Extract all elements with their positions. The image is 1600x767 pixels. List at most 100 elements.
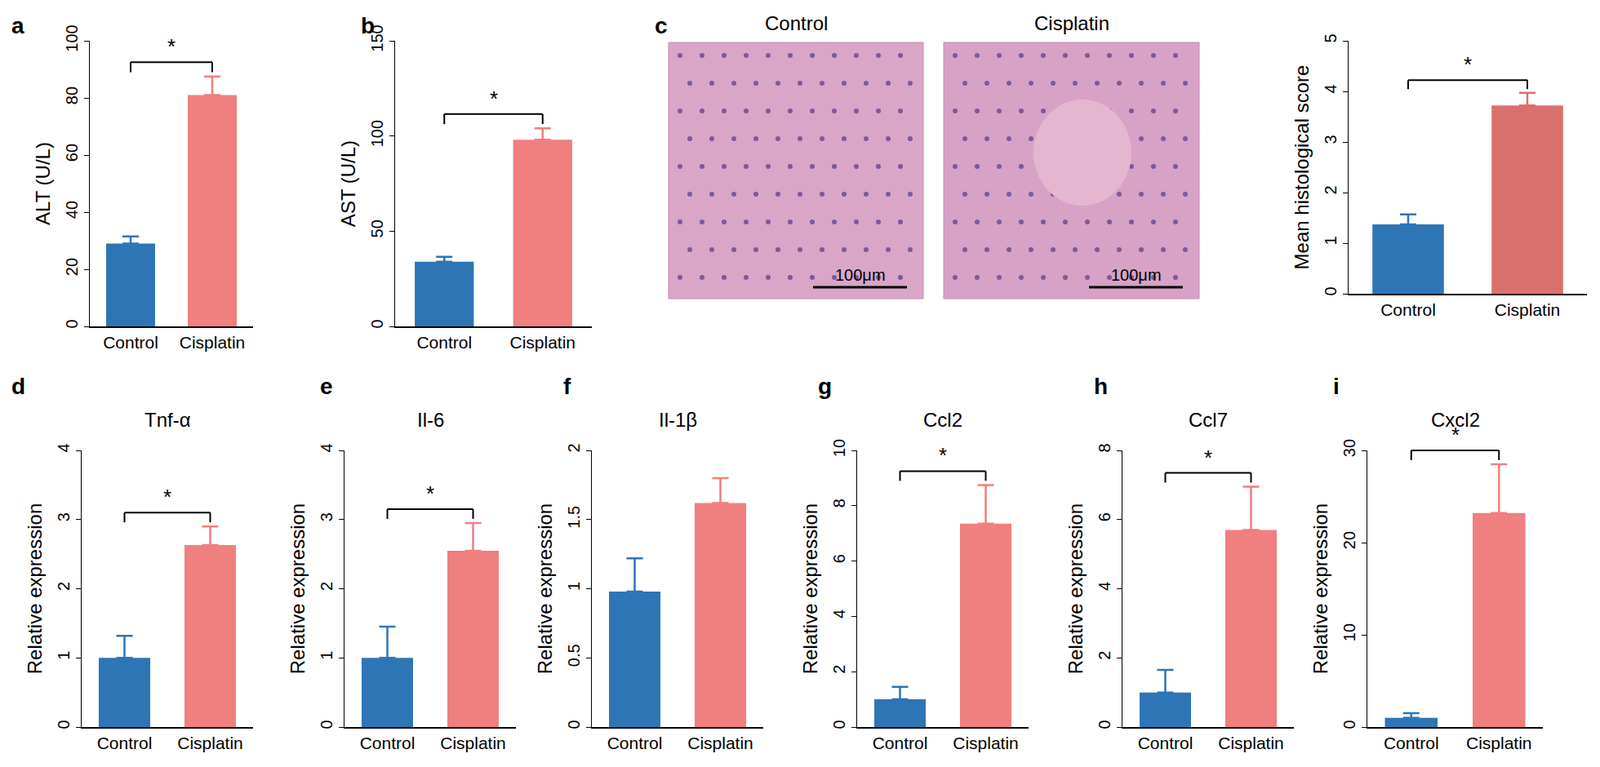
svg-text:Cisplatin: Cisplatin — [177, 733, 244, 753]
svg-text:2: 2 — [564, 443, 583, 453]
svg-text:*: * — [938, 443, 947, 468]
svg-text:3: 3 — [317, 512, 336, 522]
svg-text:3: 3 — [54, 512, 73, 522]
svg-text:Il-6: Il-6 — [417, 408, 445, 432]
svg-text:Il-1β: Il-1β — [658, 408, 698, 432]
svg-text:Cisplatin: Cisplatin — [1217, 733, 1285, 753]
svg-text:Cisplatin: Cisplatin — [687, 733, 754, 753]
svg-text:Cxcl2: Cxcl2 — [1431, 408, 1480, 432]
svg-text:*: * — [1463, 52, 1472, 77]
svg-text:60: 60 — [62, 143, 81, 162]
svg-text:Cisplatin: Cisplatin — [179, 333, 246, 352]
svg-text:Cisplatin: Cisplatin — [1466, 733, 1533, 753]
svg-text:Relative expression: Relative expression — [1064, 503, 1087, 675]
svg-text:6: 6 — [830, 554, 849, 564]
svg-text:150: 150 — [368, 24, 387, 52]
svg-text:10: 10 — [1340, 623, 1359, 642]
svg-text:*: * — [489, 86, 498, 112]
svg-text:*: * — [163, 484, 172, 510]
svg-text:100: 100 — [368, 120, 387, 147]
svg-text:*: * — [426, 481, 435, 507]
svg-text:Control: Control — [1137, 733, 1194, 753]
svg-text:0: 0 — [1340, 720, 1359, 729]
svg-text:Mean histological score: Mean histological score — [1290, 65, 1313, 271]
svg-text:4: 4 — [830, 609, 849, 619]
svg-text:2: 2 — [1095, 651, 1114, 661]
svg-text:1: 1 — [54, 651, 73, 661]
svg-text:8: 8 — [1095, 443, 1114, 453]
svg-text:30: 30 — [1340, 439, 1359, 458]
svg-text:6: 6 — [1095, 512, 1114, 522]
svg-text:100: 100 — [62, 24, 81, 52]
svg-text:4: 4 — [317, 443, 336, 453]
svg-text:100μm: 100μm — [835, 266, 886, 285]
svg-text:Control: Control — [764, 12, 828, 35]
svg-text:Control: Control — [1383, 733, 1440, 753]
svg-text:Control: Control — [416, 333, 472, 352]
svg-text:1: 1 — [564, 582, 583, 592]
svg-text:5: 5 — [1321, 33, 1340, 43]
svg-text:Relative expression: Relative expression — [1309, 503, 1332, 675]
svg-text:Control: Control — [97, 733, 153, 753]
svg-text:0: 0 — [564, 720, 583, 729]
svg-text:4: 4 — [1095, 582, 1114, 592]
svg-text:a: a — [11, 13, 25, 39]
svg-text:2: 2 — [830, 665, 849, 675]
svg-text:Relative expression: Relative expression — [23, 503, 46, 675]
svg-text:Control: Control — [102, 333, 159, 352]
svg-text:Cisplatin: Cisplatin — [952, 733, 1019, 753]
svg-text:1.5: 1.5 — [564, 506, 583, 529]
svg-text:0: 0 — [1095, 720, 1114, 729]
svg-text:0: 0 — [1321, 286, 1340, 296]
svg-text:0: 0 — [830, 720, 849, 729]
svg-text:10: 10 — [830, 439, 849, 458]
svg-text:*: * — [167, 34, 176, 59]
svg-text:f: f — [563, 373, 572, 400]
svg-text:Relative expression: Relative expression — [799, 503, 822, 675]
svg-text:80: 80 — [62, 86, 81, 105]
svg-text:*: * — [1451, 422, 1460, 448]
svg-text:i: i — [1333, 373, 1340, 400]
svg-text:d: d — [11, 373, 26, 400]
svg-text:ALT (U/L): ALT (U/L) — [31, 142, 54, 226]
svg-text:4: 4 — [1321, 84, 1340, 94]
svg-text:Cisplatin: Cisplatin — [440, 733, 507, 753]
svg-text:Ccl7: Ccl7 — [1188, 408, 1228, 432]
svg-text:50: 50 — [368, 219, 387, 238]
svg-text:Control: Control — [607, 733, 663, 753]
svg-text:2: 2 — [317, 582, 336, 592]
svg-text:0.5: 0.5 — [564, 644, 583, 667]
svg-text:c: c — [654, 13, 668, 39]
svg-text:Cisplatin: Cisplatin — [1034, 12, 1110, 35]
svg-text:20: 20 — [62, 257, 81, 276]
svg-text:2: 2 — [54, 582, 73, 592]
svg-text:1: 1 — [317, 651, 336, 661]
svg-text:Relative expression: Relative expression — [533, 503, 556, 675]
svg-text:8: 8 — [830, 498, 849, 508]
svg-text:Control: Control — [872, 733, 929, 753]
svg-text:40: 40 — [62, 200, 81, 219]
svg-text:Cisplatin: Cisplatin — [1494, 300, 1561, 320]
svg-text:Ccl2: Ccl2 — [923, 408, 963, 432]
svg-text:Control: Control — [360, 733, 416, 753]
svg-text:0: 0 — [317, 720, 336, 729]
svg-text:*: * — [1204, 445, 1213, 471]
svg-text:1: 1 — [1321, 235, 1340, 245]
svg-text:g: g — [817, 373, 832, 400]
svg-text:20: 20 — [1340, 531, 1359, 550]
svg-text:Control: Control — [1380, 300, 1436, 320]
svg-text:b: b — [360, 13, 375, 39]
svg-text:0: 0 — [62, 319, 81, 329]
svg-text:h: h — [1093, 373, 1108, 400]
svg-text:Relative expression: Relative expression — [286, 503, 309, 675]
svg-text:e: e — [320, 373, 334, 400]
svg-text:100μm: 100μm — [1111, 266, 1162, 285]
svg-text:Cisplatin: Cisplatin — [509, 333, 576, 352]
svg-text:3: 3 — [1321, 134, 1340, 144]
svg-text:4: 4 — [54, 443, 73, 453]
svg-text:2: 2 — [1321, 185, 1340, 195]
svg-text:0: 0 — [54, 720, 73, 729]
svg-text:Tnf-α: Tnf-α — [144, 408, 192, 432]
svg-text:0: 0 — [368, 319, 387, 329]
svg-text:AST (U/L): AST (U/L) — [337, 140, 360, 227]
